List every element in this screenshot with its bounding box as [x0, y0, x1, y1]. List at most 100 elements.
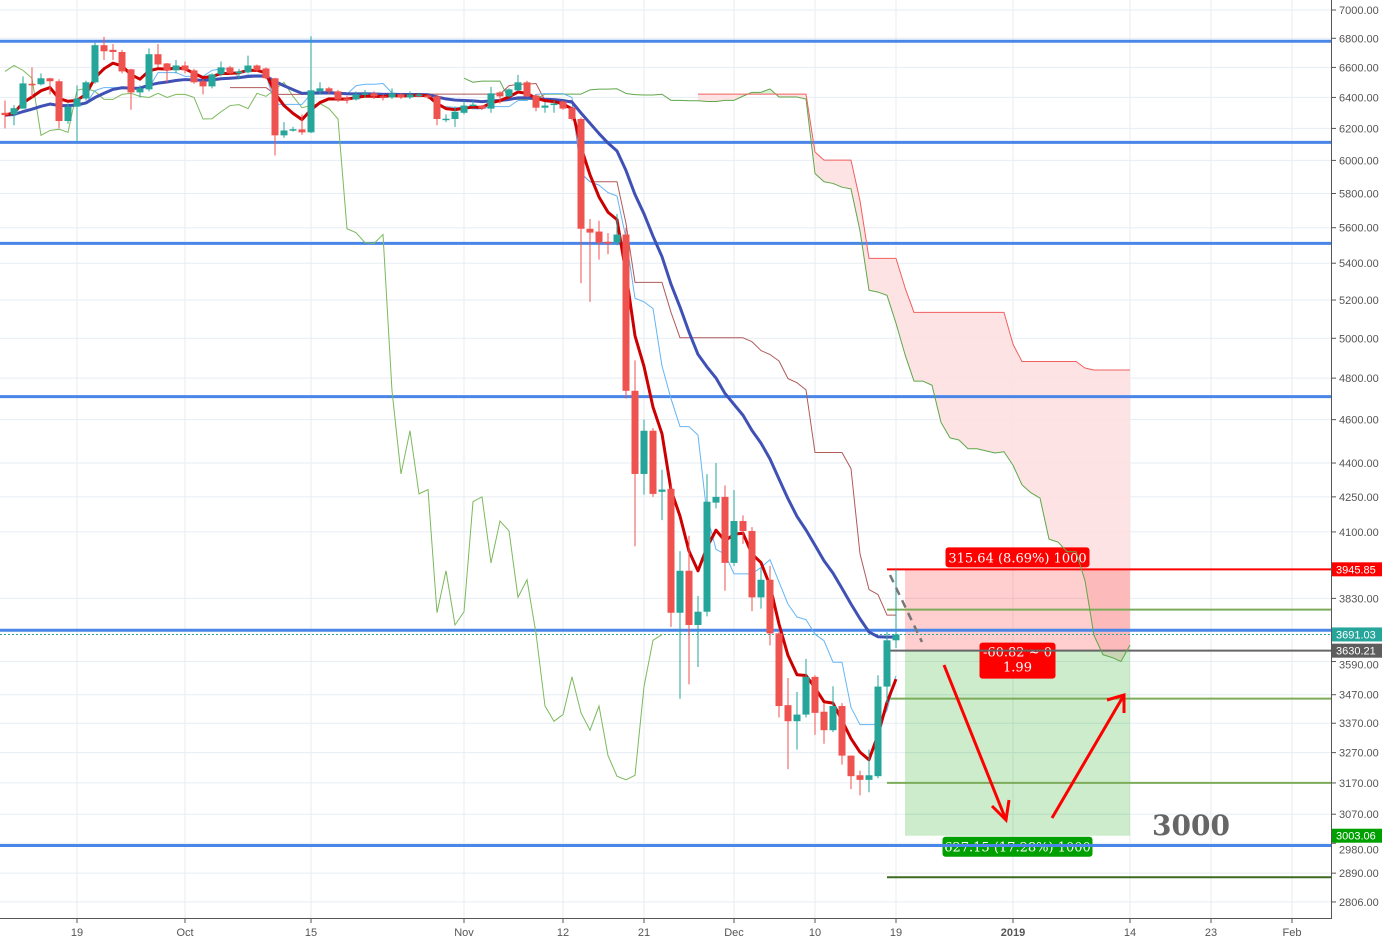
candle-body: [298, 129, 306, 133]
time-tick-label: Dec: [724, 927, 744, 939]
candle-body: [712, 496, 720, 503]
candle: [757, 568, 765, 609]
candle: [496, 91, 504, 104]
cloud-segment: [878, 258, 887, 296]
candle-body: [496, 92, 504, 97]
candle: [622, 227, 630, 399]
candle: [145, 48, 153, 92]
candle: [172, 60, 180, 74]
price-tick-label: 4250.00: [1339, 492, 1379, 504]
candle: [847, 755, 855, 790]
price-badge-text: 3691.03: [1336, 629, 1376, 641]
candle: [262, 67, 270, 80]
price-tick-label: 6000.00: [1339, 155, 1379, 167]
price-badge-text: 3630.21: [1336, 646, 1376, 658]
candle-body: [343, 98, 351, 101]
candle: [802, 658, 810, 718]
candle-body: [694, 611, 702, 625]
candle-body: [10, 108, 18, 115]
candle: [811, 675, 819, 735]
candle-body: [757, 579, 765, 598]
short-position-tool[interactable]: 315.64 (8.69%) 1000 627.15 (17.28%) 1000 -…: [905, 547, 1130, 857]
candle-body: [289, 129, 297, 131]
ichimoku-cloud: [698, 88, 1130, 662]
candle: [586, 219, 594, 302]
candle-body: [829, 706, 837, 731]
center-label-text: -60.82 ~ 0: [983, 646, 1052, 661]
up-arrow[interactable]: [1050, 692, 1126, 819]
drawings[interactable]: 3000: [888, 574, 1230, 842]
candle: [1, 100, 9, 129]
candle: [640, 419, 648, 495]
candle-body: [316, 88, 324, 92]
candle-body: [397, 94, 405, 98]
candle: [829, 686, 837, 732]
candle-body: [145, 54, 153, 90]
candle-body: [640, 430, 648, 474]
candle-body: [847, 755, 855, 777]
candle-body: [775, 633, 783, 707]
candle: [235, 68, 243, 80]
candle-body: [217, 67, 225, 75]
candle: [181, 61, 189, 74]
time-tick-label: 12: [557, 927, 569, 939]
cloud-segment: [941, 312, 950, 438]
candle-body: [487, 93, 495, 109]
horizontal-levels[interactable]: [0, 39, 1331, 879]
cloud-segment: [725, 94, 734, 101]
price-tick-label: 4100.00: [1339, 527, 1379, 539]
cloud-segment: [914, 312, 923, 382]
price-tick-label: 2980.00: [1339, 845, 1379, 857]
candle-body: [154, 54, 162, 65]
price-tick-label: 6400.00: [1339, 92, 1379, 104]
candle: [163, 62, 171, 83]
candle: [415, 92, 423, 98]
price-badge: 3630.21: [1332, 643, 1382, 658]
candle: [109, 44, 117, 61]
candle-body: [388, 93, 396, 98]
axes: [0, 0, 1332, 919]
candle: [253, 64, 261, 72]
ema-fast-line: [4, 61, 898, 762]
price-axis[interactable]: 7000.00 6800.00 6600.00 6400.00 6200.00 6000.…: [1331, 5, 1379, 909]
time-axis[interactable]: 19 Oct 15 Nov 12 21 Dec 10 19 2019 14 23 Feb: [71, 918, 1302, 939]
candle: [793, 691, 801, 750]
down-arrow[interactable]: [942, 664, 1011, 824]
center-label-ratio: 1.99: [1003, 661, 1032, 676]
candle: [388, 88, 396, 99]
candle: [91, 42, 99, 84]
target-zone[interactable]: [905, 650, 1130, 836]
candle-body: [703, 501, 711, 612]
candle: [217, 61, 225, 77]
candle-body: [235, 71, 243, 74]
candle-body: [226, 67, 234, 74]
cloud-segment: [905, 287, 914, 382]
candle: [64, 103, 72, 124]
cloud-segment: [968, 312, 977, 449]
candle: [865, 749, 873, 793]
candle: [280, 122, 288, 138]
candle-body: [469, 104, 477, 107]
lagging-span-line: [4, 64, 663, 781]
price-tick-label: 6800.00: [1339, 33, 1379, 45]
candle-body: [820, 711, 828, 731]
candle-body: [370, 93, 378, 97]
time-tick-label: 21: [638, 927, 650, 939]
cloud-segment: [1076, 361, 1085, 581]
cloud-segment: [779, 94, 788, 98]
candle: [46, 77, 54, 95]
candle: [343, 95, 351, 104]
cloud-segment: [977, 312, 986, 451]
candle-body: [172, 65, 180, 71]
candle: [298, 114, 306, 135]
candle: [370, 91, 378, 99]
stop-label: 315.64 (8.69%) 1000: [945, 547, 1090, 568]
price-badge-text: 3003.06: [1336, 831, 1376, 843]
candle-body: [109, 49, 117, 53]
price-tick-label: 4400.00: [1339, 458, 1379, 470]
candle: [748, 527, 756, 612]
cloud-segment: [986, 312, 995, 453]
projection-dashed-line[interactable]: [888, 574, 924, 643]
cloud-segment: [959, 312, 968, 449]
